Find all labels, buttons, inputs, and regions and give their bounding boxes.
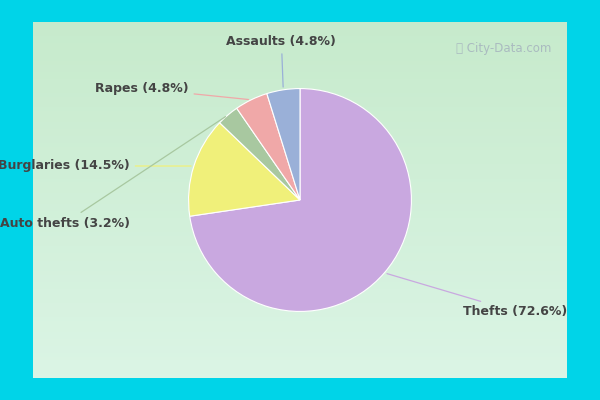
Wedge shape	[220, 108, 300, 200]
Text: Rapes (4.8%): Rapes (4.8%)	[95, 82, 248, 100]
Wedge shape	[190, 88, 412, 312]
Text: Thefts (72.6%): Thefts (72.6%)	[387, 274, 567, 318]
Wedge shape	[188, 123, 300, 216]
Wedge shape	[267, 88, 300, 200]
Wedge shape	[237, 94, 300, 200]
Text: Burglaries (14.5%): Burglaries (14.5%)	[0, 160, 191, 172]
Text: Auto thefts (3.2%): Auto thefts (3.2%)	[0, 117, 226, 230]
Text: ⓘ City-Data.com: ⓘ City-Data.com	[456, 42, 551, 55]
Text: Assaults (4.8%): Assaults (4.8%)	[226, 35, 337, 87]
